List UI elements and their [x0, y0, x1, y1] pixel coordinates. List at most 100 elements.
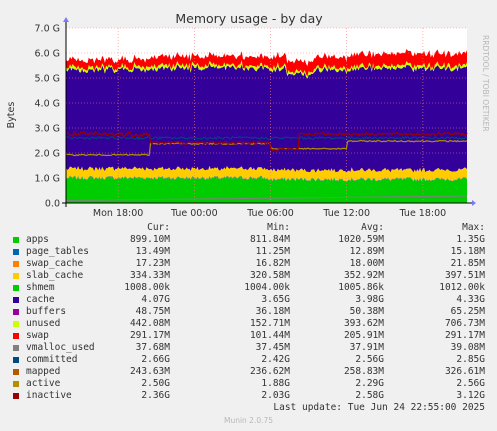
legend-cur: 17.23M	[135, 258, 170, 269]
legend-item-apps: apps 899.10M 811.84M 1020.59M 1.35G	[0, 234, 497, 246]
legend-cur: 37.68M	[135, 342, 170, 353]
line-committed	[66, 135, 468, 141]
legend-name: inactive	[26, 390, 72, 401]
legend-max: 39.08M	[450, 342, 485, 353]
legend-cur: 243.63M	[129, 366, 170, 377]
legend-min: 2.03G	[261, 390, 290, 401]
legend-avg: 205.91M	[343, 330, 384, 341]
legend-min: 320.58M	[249, 270, 290, 281]
y-tick-label: 7.0 G	[35, 24, 61, 35]
x-tick-label: Tue 06:00	[246, 208, 294, 219]
legend-min: 1.88G	[261, 378, 290, 389]
legend-avg: 3.98G	[355, 294, 384, 305]
legend-cur: 1008.00k	[124, 282, 170, 293]
legend-swatch	[13, 357, 19, 363]
x-tick-label: Tue 12:00	[322, 208, 370, 219]
legend-swatch	[13, 369, 19, 375]
legend-name: apps	[26, 234, 49, 245]
area-buffers	[66, 60, 467, 79]
legend-name: cache	[26, 294, 55, 305]
legend-min: 101.44M	[249, 330, 290, 341]
x-tick-label: Mon 18:00	[93, 208, 143, 219]
legend-cur: 13.49M	[135, 246, 170, 257]
x-tick-label: Tue 18:00	[399, 208, 447, 219]
legend-max: 65.25M	[450, 306, 485, 317]
legend-swatch	[13, 261, 19, 267]
legend-swatch	[13, 393, 19, 399]
legend-item-cache: cache 4.07G 3.65G 3.98G 4.33G	[0, 294, 497, 306]
legend-item-mapped: mapped 243.63M 236.62M 258.83M 326.61M	[0, 366, 497, 378]
legend-item-inactive: inactive 2.36G 2.03G 2.58G 3.12G	[0, 390, 497, 402]
area-page_tables	[66, 175, 467, 182]
legend-min: 37.45M	[255, 342, 290, 353]
legend-max: 3.12G	[456, 390, 485, 401]
memory-chart: Memory usage - by day Bytes RRDTOOL / TO…	[6, 11, 490, 219]
legend-name: page_tables	[26, 246, 89, 257]
legend-cur: 48.75M	[135, 306, 170, 317]
legend-max: 1.35G	[456, 234, 485, 245]
legend-min: 36.18M	[255, 306, 290, 317]
legend-max: 326.61M	[444, 366, 485, 377]
legend-cur: 2.36G	[141, 390, 170, 401]
legend-item-swap: swap 291.17M 101.44M 205.91M 291.17M	[0, 330, 497, 342]
legend-min: 16.82M	[255, 258, 290, 269]
legend-min: 11.25M	[255, 246, 290, 257]
legend-cur: 4.07G	[141, 294, 170, 305]
legend-avg: 37.91M	[349, 342, 384, 353]
y-axis-label: Bytes	[6, 102, 17, 129]
legend-max: 397.51M	[444, 270, 485, 281]
chart-title: Memory usage - by day	[175, 11, 323, 26]
line-inactive	[66, 130, 468, 152]
legend-min: 2.42G	[261, 354, 290, 365]
legend-avg: 2.58G	[355, 390, 384, 401]
y-tick-label: 4.0 G	[35, 99, 61, 110]
y-tick-label: 5.0 G	[35, 74, 61, 85]
legend-swatch	[13, 309, 19, 315]
legend-item-active: active 2.50G 1.88G 2.29G 2.56G	[0, 378, 497, 390]
legend-max: 15.18M	[450, 246, 485, 257]
legend-name: vmalloc_used	[26, 342, 95, 353]
legend-swatch	[13, 249, 19, 255]
legend-name: buffers	[26, 306, 67, 317]
legend-avg: 1005.86k	[338, 282, 384, 293]
header-avg: Avg:	[361, 222, 384, 233]
legend-min: 152.71M	[249, 318, 290, 329]
header-cur: Cur:	[147, 222, 170, 233]
legend-avg: 50.38M	[349, 306, 384, 317]
legend-item-vmalloc_used: vmalloc_used 37.68M 37.45M 37.91M 39.08M	[0, 342, 497, 354]
area-cache	[66, 63, 467, 173]
legend-min: 236.62M	[249, 366, 290, 377]
legend-cur: 2.50G	[141, 378, 170, 389]
legend-cur: 899.10M	[129, 234, 170, 245]
x-axis-arrow	[472, 200, 476, 206]
legend-swatch	[13, 321, 19, 327]
x-ticks: Mon 18:00 Tue 00:00 Tue 06:00 Tue 12:00 Tue …	[93, 208, 446, 219]
area-unused	[66, 48, 467, 77]
legend-item-committed: committed 2.66G 2.42G 2.56G 2.85G	[0, 354, 497, 366]
legend-avg: 1020.59M	[338, 234, 384, 245]
y-tick-label: 2.0 G	[35, 149, 61, 160]
header-min: Min:	[267, 222, 290, 233]
y-tick-label: 3.0 G	[35, 124, 61, 135]
legend-header: Cur: Min: Avg: Max:	[0, 222, 497, 234]
legend-name: committed	[26, 354, 78, 365]
legend-min: 811.84M	[249, 234, 290, 245]
line-active	[65, 139, 468, 157]
legend-max: 21.85M	[450, 258, 485, 269]
legend-max: 2.56G	[456, 378, 485, 389]
legend-swatch	[13, 285, 19, 291]
legend-avg: 2.29G	[355, 378, 384, 389]
legend-item-swap_cache: swap_cache 17.23M 16.82M 18.00M 21.85M	[0, 258, 497, 270]
y-axis-arrow	[63, 17, 69, 22]
y-tick-label: 1.0 G	[35, 174, 61, 185]
legend-max: 291.17M	[444, 330, 485, 341]
header-max: Max:	[462, 222, 485, 233]
legend-swatch	[13, 381, 19, 387]
legend-max: 706.73M	[444, 318, 485, 329]
legend-cur: 2.66G	[141, 354, 170, 365]
legend-avg: 2.56G	[355, 354, 384, 365]
chart-lines	[65, 130, 468, 201]
chart-areas	[66, 48, 467, 203]
legend-swatch	[13, 273, 19, 279]
legend-name: mapped	[26, 366, 61, 377]
